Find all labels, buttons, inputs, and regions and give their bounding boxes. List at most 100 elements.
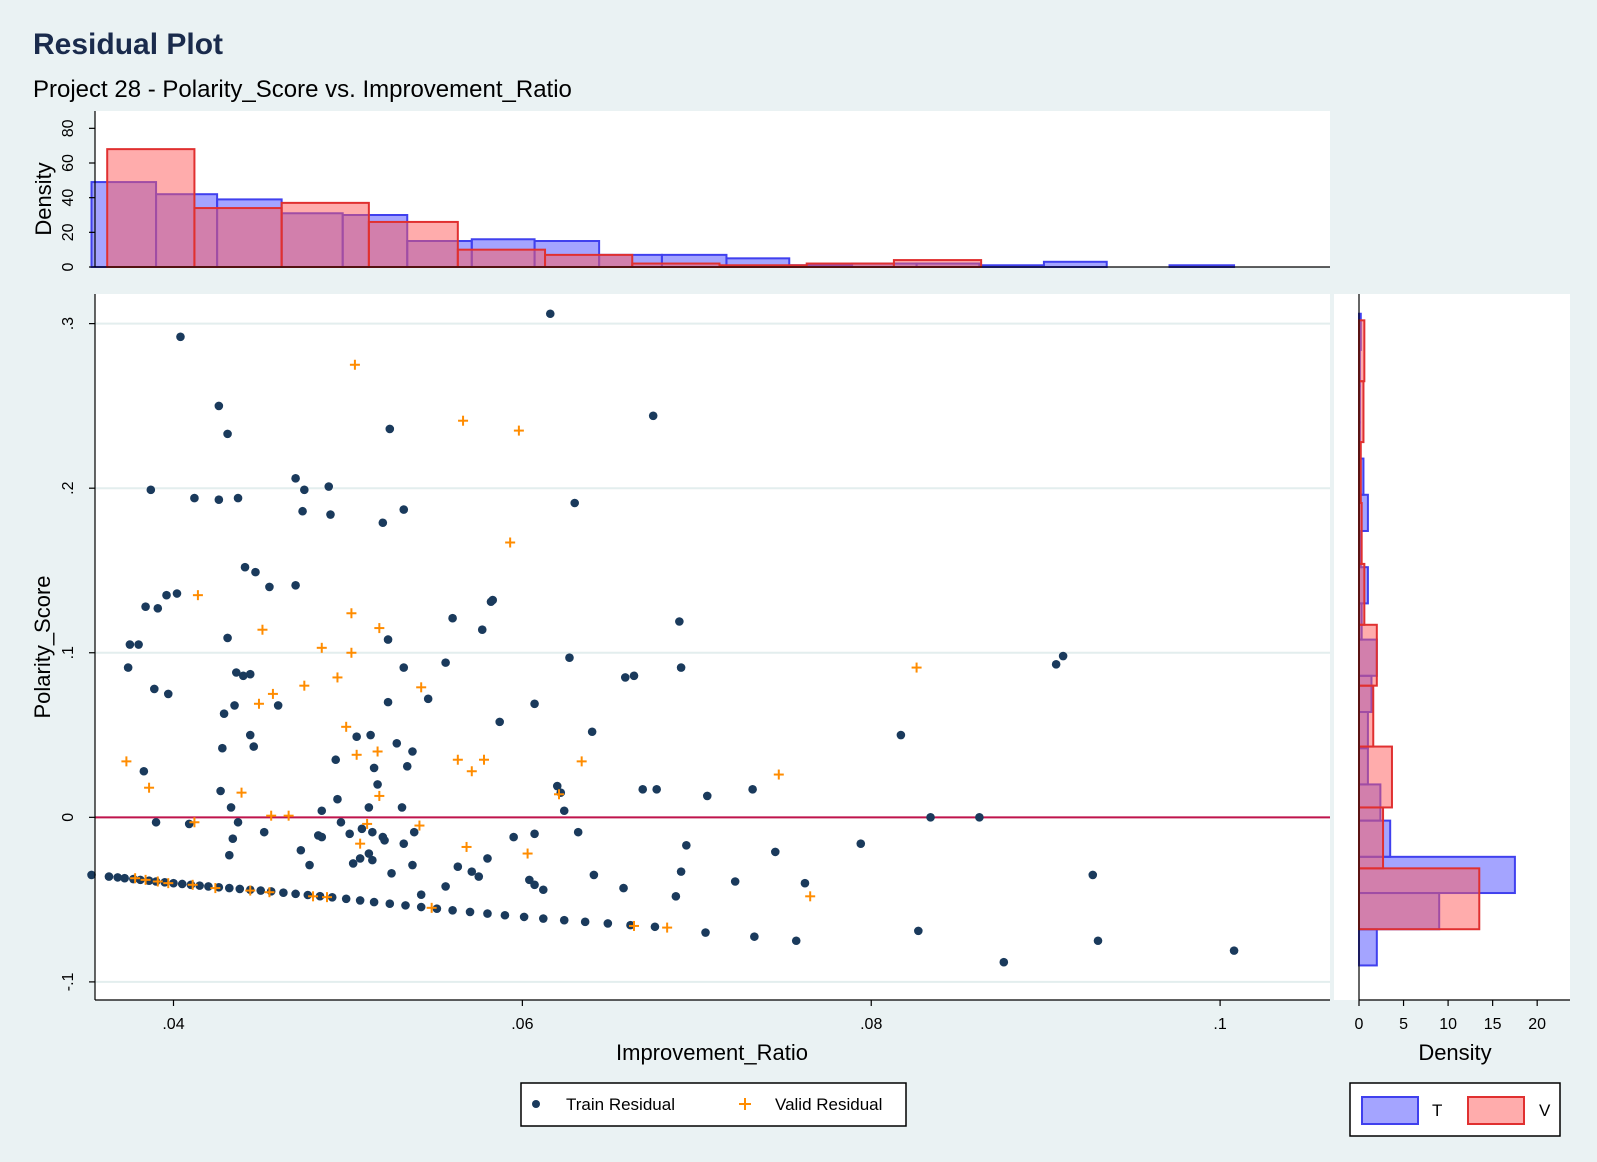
x-tick-label: .04	[162, 1016, 184, 1033]
train-residual-point	[556, 788, 566, 797]
top-hist-valid-bar	[280, 201, 370, 268]
train-residual-point	[355, 854, 365, 863]
train-residual-point	[153, 604, 163, 613]
train-residual-point	[441, 882, 450, 891]
train-residual-point	[279, 888, 288, 898]
train-residual-point	[800, 878, 810, 888]
right-hist-x-label: Density	[1418, 1040, 1491, 1065]
train-residual-point	[331, 755, 341, 765]
valid-hist-legend-swatch	[1467, 1096, 1525, 1125]
valid-residual-point	[458, 415, 469, 426]
right-hist-x-tick-label: 20	[1528, 1016, 1546, 1033]
top-histogram	[90, 148, 1236, 269]
valid-residual-point	[513, 425, 524, 436]
train-residual-point	[675, 617, 684, 626]
train-residual-point	[141, 602, 150, 611]
train-residual-point	[226, 803, 236, 812]
train-residual-point	[348, 859, 358, 868]
valid-hist-legend-label: V	[1539, 1101, 1551, 1120]
train-residual-point	[259, 827, 269, 837]
valid-residual-point	[189, 817, 200, 828]
train-residual-point	[477, 625, 487, 635]
train-residual-point	[169, 878, 178, 888]
top-hist-valid-bar	[456, 248, 547, 269]
valid-residual-point	[283, 810, 294, 821]
right-hist-x-tick-label: 15	[1484, 1016, 1502, 1033]
train-hist-legend-swatch	[1361, 1096, 1419, 1125]
valid-residual-point	[236, 787, 247, 798]
train-residual-point	[235, 884, 245, 894]
train-residual-point	[369, 897, 379, 907]
valid-residual-point	[253, 698, 264, 709]
valid-residual-point	[461, 841, 472, 852]
train-residual-point	[223, 429, 232, 439]
train-residual-point	[240, 562, 250, 572]
x-tick-label: .06	[511, 1016, 533, 1033]
valid-residual-point	[266, 810, 277, 821]
valid-residual-point	[416, 682, 427, 693]
train-residual-point	[366, 730, 375, 740]
train-residual-point	[1093, 936, 1103, 946]
valid-residual-point	[414, 820, 425, 831]
train-residual-point	[682, 841, 691, 850]
valid-residual-point	[163, 878, 174, 889]
valid-legend-marker	[739, 1098, 751, 1110]
train-residual-point	[172, 589, 182, 598]
valid-residual-point	[152, 876, 163, 887]
right-hist-valid-bar	[1358, 319, 1366, 383]
valid-residual-point	[346, 647, 357, 658]
valid-residual-point	[346, 608, 357, 619]
train-residual-point	[336, 817, 346, 827]
valid-residual-point	[426, 902, 437, 913]
train-residual-point	[341, 894, 351, 904]
top-hist-y-axis: 0 20 40 60 80	[60, 111, 1330, 271]
train-residual-point	[230, 701, 239, 710]
train-legend-marker	[532, 1100, 540, 1108]
train-residual-point	[1088, 870, 1098, 880]
x-tick-label: .08	[860, 1016, 882, 1033]
train-residual-point	[1229, 946, 1239, 955]
train-residual-point	[1051, 659, 1061, 669]
y-tick-label: 0	[60, 813, 77, 822]
train-residual-point	[177, 879, 187, 889]
train-residual-point	[87, 870, 96, 880]
train-residual-point	[671, 892, 681, 901]
train-residual-point	[676, 663, 686, 672]
train-residual-point	[113, 873, 122, 882]
valid-legend-label: Valid Residual	[775, 1095, 882, 1114]
valid-residual-point	[911, 662, 922, 673]
top-hist-y-tick-label: 20	[60, 223, 77, 241]
valid-residual-point	[210, 883, 221, 894]
train-residual-point	[408, 747, 417, 756]
train-residual-point	[176, 332, 185, 342]
train-residual-point	[552, 781, 562, 791]
train-residual-point	[483, 909, 492, 918]
chart-subtitle: Project 28 - Polarity_Score vs. Improvem…	[33, 76, 572, 103]
train-residual-point	[225, 850, 234, 860]
valid-residual-point	[267, 688, 278, 699]
train-residual-point	[120, 873, 129, 883]
train-residual-point	[385, 899, 395, 909]
train-residual-point	[975, 813, 984, 822]
train-residual-point	[104, 872, 114, 881]
train-residual-point	[219, 709, 229, 718]
train-residual-point	[399, 663, 409, 672]
train-residual-point	[383, 635, 393, 644]
train-residual-point	[638, 785, 648, 794]
train-residual-point	[603, 919, 613, 928]
train-residual-point	[495, 717, 504, 727]
right-hist-valid-bar	[1358, 623, 1378, 687]
train-residual-point	[251, 567, 260, 577]
train-residual-point	[620, 673, 630, 682]
right-hist-valid-bar	[1358, 745, 1393, 809]
train-residual-point	[573, 827, 583, 837]
train-residual-point	[380, 836, 389, 845]
right-hist-valid-bar	[1358, 562, 1366, 626]
y-axis-label: Polarity_Score	[30, 575, 55, 718]
train-residual-point	[303, 890, 313, 900]
train-residual-point	[453, 862, 463, 871]
train-residual-point	[409, 827, 419, 837]
right-hist-valid-bar	[1358, 684, 1375, 748]
top-hist-y-label: Density	[31, 162, 56, 235]
train-residual-point	[324, 482, 334, 491]
